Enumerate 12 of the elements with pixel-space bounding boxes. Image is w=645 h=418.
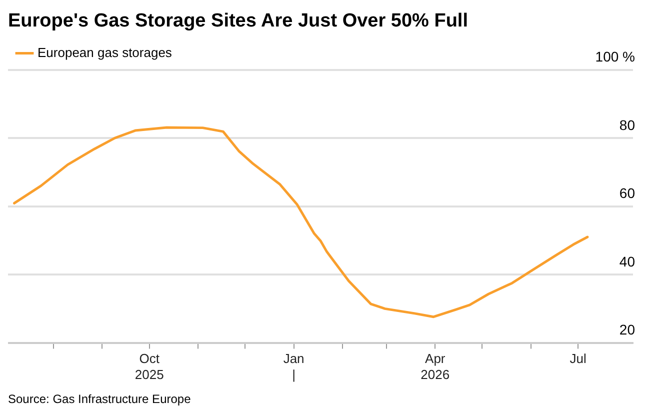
x-tick-label: Oct 2025: [134, 351, 164, 382]
legend-label: European gas storages: [38, 44, 172, 60]
x-tick-label: Jan |: [283, 351, 304, 382]
x-tick-label: Apr 2026: [420, 351, 450, 382]
y-tick-label: 20: [619, 322, 636, 338]
chart-title: Europe's Gas Storage Sites Are Just Over 50% Full: [8, 10, 468, 32]
source-note: Source: Gas Infrastructure Europe: [8, 392, 192, 406]
y-tick-label: 80: [619, 116, 636, 133]
y-tick-label: 40: [619, 253, 636, 270]
y-tick-label: 100 %: [595, 48, 635, 65]
x-tick-label: Jul: [570, 351, 586, 366]
y-tick-label: 60: [619, 185, 636, 202]
